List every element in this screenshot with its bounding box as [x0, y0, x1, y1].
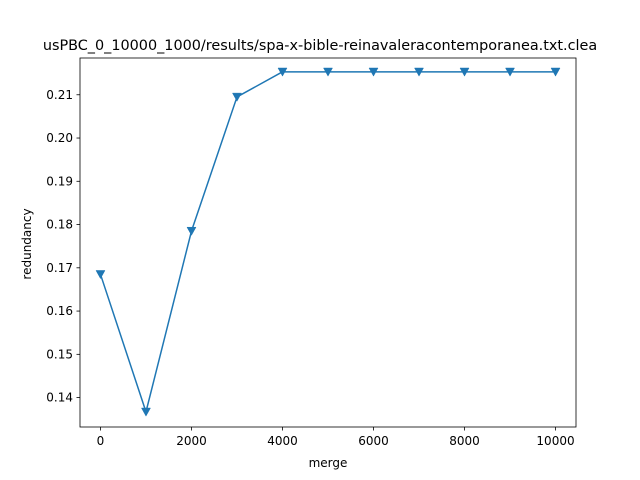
chart-title: usPBC_0_10000_1000/results/spa-x-bible-r… — [43, 38, 597, 54]
data-point-marker — [186, 226, 197, 236]
x-tick-label: 2000 — [176, 434, 207, 448]
data-point-marker — [141, 407, 151, 417]
y-tick-label: 0.14 — [46, 391, 73, 405]
x-tick-label: 6000 — [358, 434, 389, 448]
data-point-marker — [459, 67, 470, 77]
y-tick-label: 0.17 — [46, 261, 73, 275]
data-point-marker — [232, 92, 242, 102]
x-tick-label: 10000 — [536, 434, 574, 448]
series-line-0 — [99, 71, 556, 413]
x-tick-label: 8000 — [449, 434, 480, 448]
y-tick-label: 0.16 — [46, 304, 73, 318]
x-tick-label: 0 — [97, 434, 105, 448]
axes-frame — [79, 57, 577, 428]
y-tick-label: 0.19 — [46, 174, 73, 188]
x-tick-label: 4000 — [267, 434, 298, 448]
data-point-marker — [95, 270, 106, 280]
data-point-marker — [368, 67, 379, 77]
y-axis-title: redundancy — [20, 208, 34, 279]
x-axis-title: merge — [309, 456, 348, 470]
data-point-marker — [414, 67, 424, 77]
y-tick-label: 0.20 — [46, 131, 73, 145]
data-point-marker — [277, 67, 288, 77]
data-point-marker — [550, 67, 561, 77]
data-point-marker — [505, 67, 515, 77]
plot-area: 0 2000 4000 6000 8000 10000 0.14 0.15 0.16 0.17 0.… — [46, 57, 577, 448]
y-tick-label: 0.15 — [46, 347, 73, 361]
data-point-marker — [323, 67, 333, 77]
y-tick-label: 0.21 — [46, 88, 73, 102]
y-tick-label: 0.18 — [46, 218, 73, 232]
